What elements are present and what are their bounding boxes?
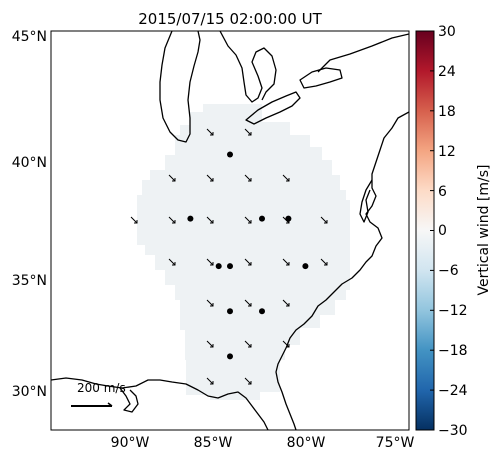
- lon-label: 90°W: [111, 435, 150, 451]
- atlantic-coastline: [275, 111, 409, 430]
- lake-ontario-outline: [299, 67, 343, 89]
- wind-vector-arrow: [320, 258, 328, 266]
- lat-label: 35°N: [12, 273, 47, 289]
- colorbar-tick-label: −6: [438, 263, 459, 279]
- lon-label: 80°W: [287, 435, 326, 451]
- wind-vector-arrow: [244, 128, 252, 136]
- colorbar-tick-label: −12: [438, 303, 468, 319]
- wind-field-region: [137, 104, 350, 400]
- colorbar-tick-label: −24: [438, 383, 468, 399]
- colorbar-tick-label: 18: [438, 104, 456, 120]
- wind-vector-arrow: [244, 299, 252, 307]
- st-lawrence-coast: [317, 33, 409, 73]
- gulf-coastline: [51, 377, 269, 430]
- wind-vector-arrow: [206, 216, 214, 224]
- chesapeake-bay: [359, 179, 373, 223]
- latitude-labels: 45°N 40°N 35°N 30°N: [12, 29, 47, 400]
- wind-vector-arrow: [320, 216, 328, 224]
- station-marker: [259, 215, 265, 222]
- lake-erie-outline: [245, 91, 301, 125]
- lat-label: 30°N: [12, 384, 47, 400]
- wind-vector-arrow: [282, 216, 290, 224]
- wind-vector-arrow: [244, 216, 252, 224]
- colorbar: 30 24 18 12 6 0 −6 −12 −18 −24 −30 Verti…: [415, 24, 492, 439]
- map-title: 2015/07/15 02:00:00 UT: [138, 10, 322, 28]
- lat-label: 45°N: [12, 29, 47, 45]
- wind-vector-arrow: [206, 340, 214, 348]
- wind-vector-arrow: [168, 174, 176, 182]
- colorbar-tick-label: −30: [438, 423, 468, 439]
- wind-vector-arrow: [244, 377, 252, 385]
- station-marker: [227, 308, 233, 315]
- wind-vector-arrow: [282, 340, 290, 348]
- colorbar-ticks: [430, 30, 434, 431]
- colorbar-label: Vertical wind [m/s]: [476, 165, 492, 296]
- station-marker: [227, 151, 233, 158]
- wind-vector-arrow: [282, 174, 290, 182]
- lon-label: 75°W: [376, 435, 415, 451]
- colorbar-tick-label: 12: [438, 144, 456, 160]
- colorbar-tick-label: 30: [438, 24, 456, 40]
- wind-vector-arrow: [244, 340, 252, 348]
- coastlines: [51, 31, 409, 430]
- colorbar-tick-label: −18: [438, 343, 468, 359]
- map-panel: 200 m/s: [50, 30, 410, 431]
- station-marker: [227, 263, 233, 270]
- lake-michigan-outline: [159, 31, 201, 143]
- wind-vector-arrow: [206, 174, 214, 182]
- scale-key-arrowhead: [107, 402, 113, 407]
- wind-vector-arrow: [206, 258, 214, 266]
- station-marker: [227, 353, 233, 360]
- colorbar-tick-label: 6: [438, 184, 447, 200]
- wind-vector-arrow: [244, 174, 252, 182]
- wind-vectors: [130, 128, 328, 385]
- lon-label: 85°W: [194, 435, 233, 451]
- lake-huron-outline: [219, 31, 277, 103]
- wind-vector-arrow: [206, 299, 214, 307]
- station-marker: [187, 215, 194, 222]
- lat-label: 40°N: [12, 155, 47, 171]
- station-marker: [302, 263, 309, 270]
- wind-vector-arrow: [206, 128, 214, 136]
- station-marker: [215, 263, 222, 270]
- colorbar-tick-labels: 30 24 18 12 6 0 −6 −12 −18 −24 −30: [438, 24, 468, 439]
- wind-vector-arrow: [130, 216, 138, 224]
- mississippi-delta: [119, 387, 139, 413]
- colorbar-tick-label: 0: [438, 223, 447, 239]
- scale-key-label: 200 m/s: [77, 381, 126, 395]
- station-markers: [187, 151, 309, 360]
- wind-vector-arrow: [282, 299, 290, 307]
- colorbar-tick-label: 24: [438, 64, 456, 80]
- station-marker: [259, 308, 265, 315]
- wind-vector-arrow: [206, 377, 214, 385]
- wind-vector-arrow: [168, 258, 176, 266]
- wind-vector-arrow: [282, 258, 290, 266]
- scale-key: 200 m/s: [71, 381, 126, 407]
- wind-vector-arrow: [168, 216, 176, 224]
- wind-vector-arrow: [244, 258, 252, 266]
- map-frame: [50, 30, 410, 431]
- longitude-labels: 90°W 85°W 80°W 75°W: [111, 435, 415, 451]
- station-marker: [285, 215, 292, 222]
